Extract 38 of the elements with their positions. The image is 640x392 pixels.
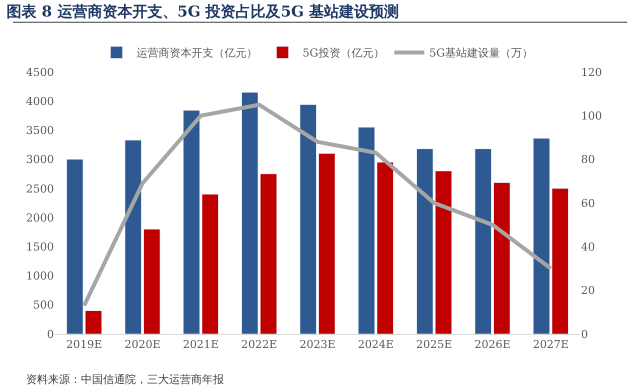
legend-label: 运营商资本开支（亿元） [136,46,258,60]
y-tick-label: 1000 [26,270,54,283]
legend-label: 5G投资（亿元） [302,46,384,60]
bar [124,140,142,334]
x-tick-label: 2020E [124,338,161,352]
x-tick-label: 2021E [182,338,219,352]
x-tick-label: 2019E [66,338,102,352]
bar [318,153,336,334]
y2-tick-label: 80 [581,153,595,166]
x-tick-label: 2022E [241,338,278,352]
text: 资料来源：中国信通院，三大运营商年报 [26,373,224,386]
y2-tick-label: 60 [581,196,595,210]
x-tick-label: 2023E [299,338,336,352]
chart-title: 图表 8 运营商资本开支、5G 投资占比及5G 基站建设预测 [6,2,400,20]
line-series [82,102,553,308]
x-tick-label: 2026E [474,338,511,352]
y-tick-label: 3000 [26,153,54,166]
y2-tick-label: 40 [581,240,595,254]
y-tick-label: 0 [47,328,54,341]
y-tick-label: 4000 [26,94,54,108]
legend-label: 5G基站建设量（万） [429,46,534,60]
x-tick-label: 2025E [416,338,452,352]
bar [493,182,510,334]
bar [474,148,492,334]
x-tick-label: 2024E [358,338,394,352]
y2-tick-label: 20 [581,284,595,298]
y-tick-label: 2500 [26,182,54,196]
x-tick-label: 2027E [532,338,569,352]
y-tick-label: 2000 [26,211,54,224]
y-tick-label: 1500 [26,240,54,254]
y-tick-label: 3500 [26,124,54,138]
y-tick-label: 500 [33,298,54,312]
bar [300,104,317,334]
y2-tick-label: 120 [581,66,602,79]
y2-tick-label: 100 [581,110,602,123]
bar [143,228,160,334]
y2-tick-label: 0 [581,328,588,341]
y-tick-label: 4500 [26,66,54,79]
